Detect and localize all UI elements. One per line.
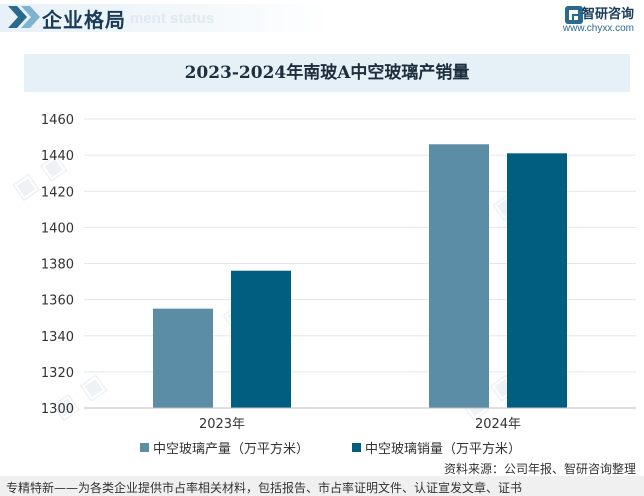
footer-bar — [0, 476, 644, 496]
brand-name: 智研咨询 — [581, 7, 634, 22]
y-tick-label: 1440 — [41, 149, 74, 164]
legend-label-production: 中空玻璃产量（万平方米） — [153, 441, 310, 457]
legend-swatch-production — [140, 442, 149, 452]
legend-item-production: 中空玻璃产量（万平方米） — [140, 438, 310, 457]
y-tick-label: 1300 — [41, 402, 74, 417]
footer-tagline: 专精特新——为各类企业提供市占率相关材料，包括报告、市占率证明文件、认证宣发文章… — [6, 481, 523, 495]
y-tick-label: 1380 — [41, 258, 74, 273]
bar-sales — [507, 153, 567, 408]
section-subtitle-ghost: ment status — [130, 10, 215, 27]
chart-title: 2023-2024年南玻A中空玻璃产销量 — [184, 63, 470, 83]
y-axis-ticks: 1300 1320 1340 1360 1380 1400 1420 1440 1460 — [41, 113, 74, 417]
brand-block: 智研咨询 www.chyxx.com — [558, 3, 634, 34]
header-banner — [0, 4, 330, 32]
section-title: 企业格局 — [42, 8, 126, 32]
chart-legend: 中空玻璃产量（万平方米） 中空玻璃销量（万平方米） — [0, 438, 644, 457]
brand-url: www.chyxx.com — [562, 23, 634, 34]
x-axis-ticks: 2023年 2024年 — [199, 417, 521, 432]
x-tick-label: 2024年 — [475, 417, 521, 432]
y-tick-label: 1460 — [41, 113, 74, 128]
bar-sales — [231, 270, 291, 408]
bar-production — [429, 144, 489, 408]
double-chevron-icon — [8, 6, 40, 28]
legend-item-sales: 中空玻璃销量（万平方米） — [352, 438, 522, 457]
source-note: 资料来源：公司年报、智研咨询整理 — [443, 462, 636, 476]
bars — [153, 144, 567, 408]
y-tick-label: 1400 — [41, 221, 74, 236]
bar-production — [153, 308, 213, 408]
y-tick-label: 1420 — [41, 185, 74, 200]
x-tick-label: 2023年 — [199, 417, 245, 432]
brand-logo-icon — [565, 6, 583, 24]
legend-label-sales: 中空玻璃销量（万平方米） — [365, 441, 522, 457]
chart-title-box: 2023-2024年南玻A中空玻璃产销量 — [24, 54, 630, 92]
legend-swatch-sales — [352, 442, 361, 452]
y-tick-label: 1340 — [41, 330, 74, 345]
y-tick-label: 1320 — [41, 366, 74, 381]
page-header: ment status 企业格局 智研咨询 www.chyxx.com — [0, 0, 644, 40]
y-tick-label: 1360 — [41, 294, 74, 309]
